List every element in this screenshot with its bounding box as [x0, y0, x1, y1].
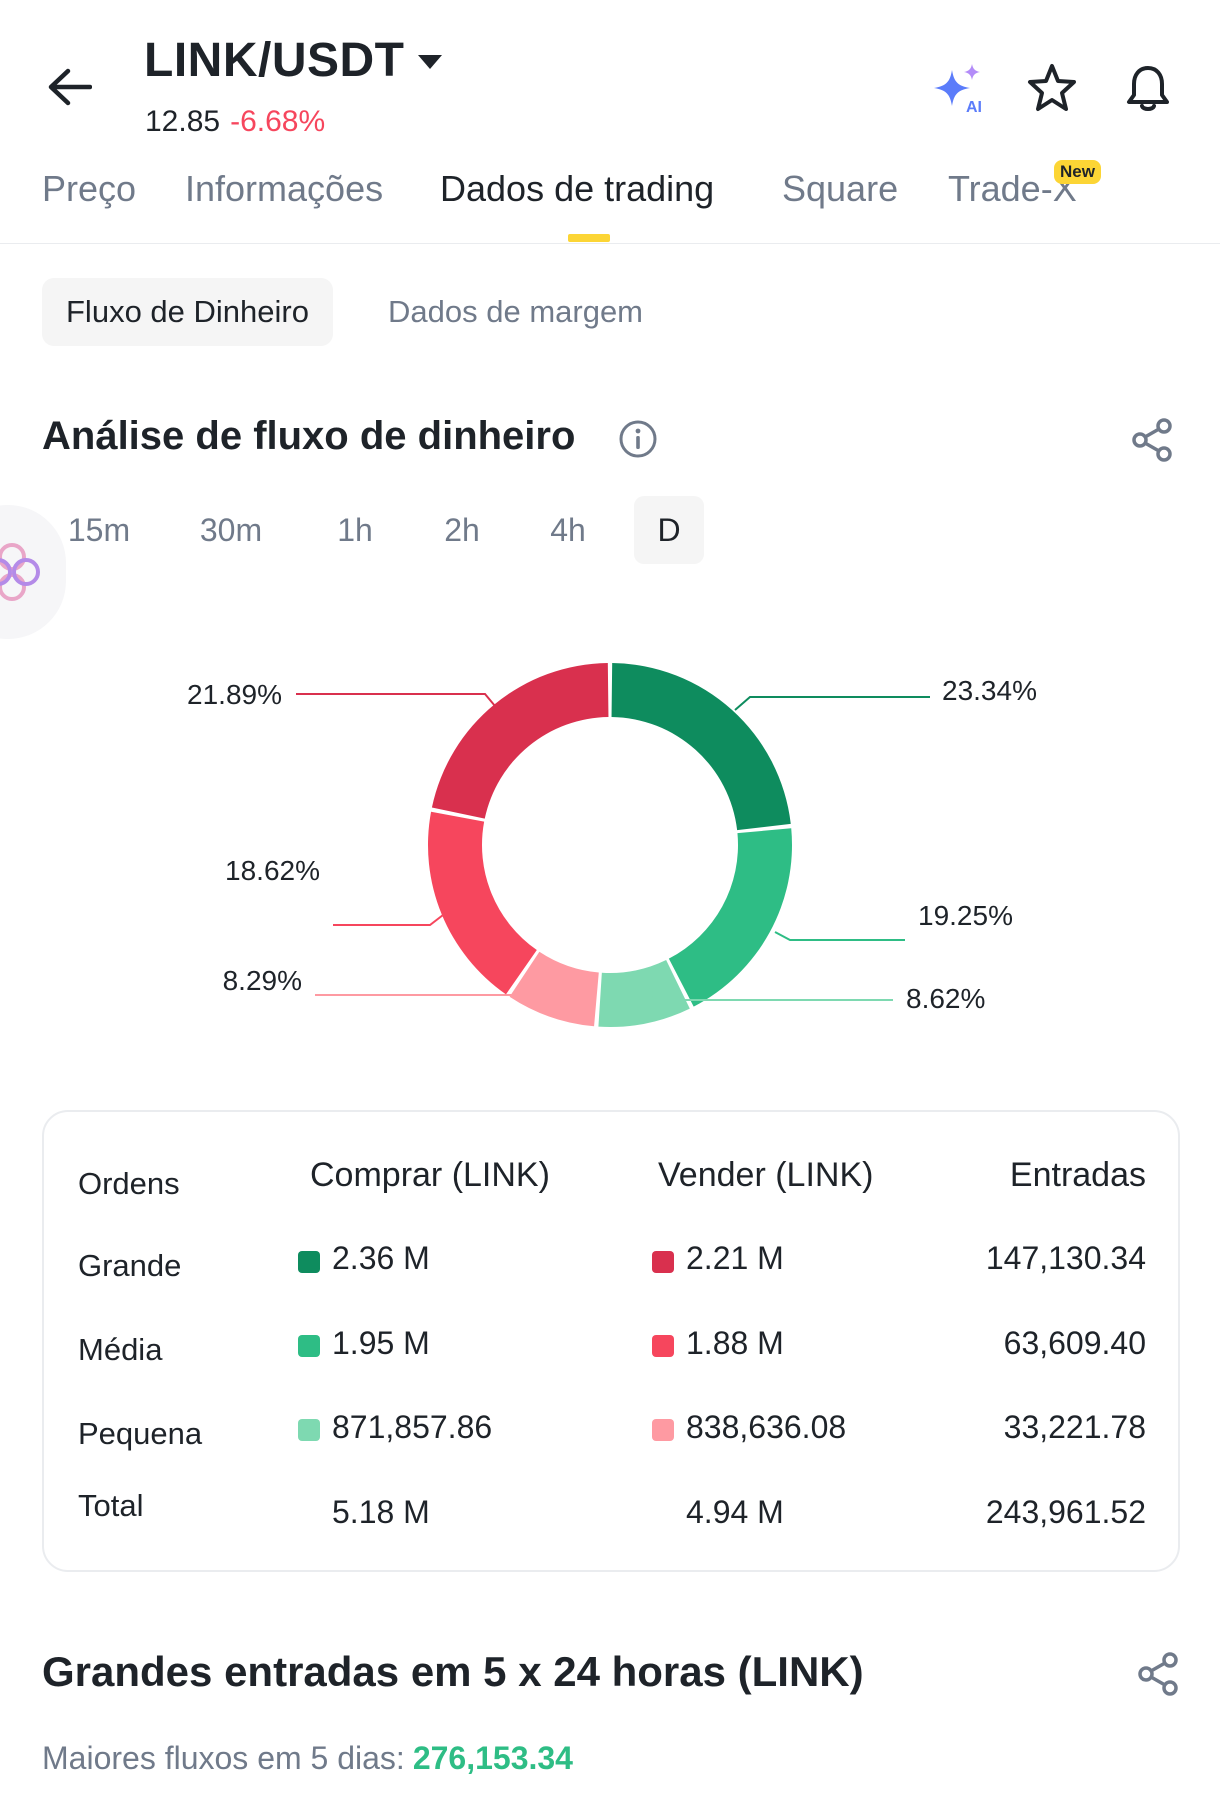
- five-day-summary: Maiores fluxos em 5 dias: 276,153.34: [42, 1740, 573, 1777]
- tab-informacoes[interactable]: Informações: [185, 168, 384, 209]
- price-change: -6.68%: [230, 105, 326, 138]
- donut-slice-6: [431, 663, 609, 819]
- donut-label-5: 18.62%: [225, 855, 320, 886]
- interval-1h[interactable]: 1h: [337, 512, 373, 548]
- floating-assistant-button[interactable]: [0, 505, 66, 639]
- legend-swatch-small-buy: [298, 1419, 320, 1441]
- header-orders: Ordens: [78, 1166, 180, 1201]
- bell-icon: [1127, 66, 1169, 111]
- donut-leader-line-1: [734, 696, 930, 711]
- donut-leader-line-3: [649, 987, 893, 1001]
- medium-buy-value: 1.95 M: [332, 1325, 430, 1361]
- five-day-summary-value: 276,153.34: [412, 1740, 573, 1776]
- large-inflow-value: 147,130.34: [985, 1240, 1146, 1276]
- row-label-grande: Grande: [78, 1248, 182, 1283]
- favorite-button[interactable]: [1024, 60, 1080, 116]
- interval-30m[interactable]: 30m: [199, 512, 263, 548]
- donut-svg: 23.34% 19.25% 8.62% 8.29% 18.62% 21.89%: [187, 663, 1037, 1027]
- small-buy-value: 871,857.86: [332, 1409, 493, 1445]
- row-label-pequena: Pequena: [78, 1416, 203, 1451]
- ai-sparkle-icon: AI: [934, 64, 982, 116]
- donut-label-3: 8.62%: [906, 983, 985, 1014]
- medium-inflow-value: 63,609.40: [1003, 1325, 1146, 1361]
- header-buy: Comprar (LINK): [310, 1156, 550, 1194]
- donut-slice-4: [509, 951, 599, 1027]
- medium-sell-value: 1.88 M: [686, 1325, 784, 1361]
- caret-down-icon[interactable]: [415, 47, 445, 77]
- donut-label-4: 8.29%: [223, 965, 302, 996]
- price-line: 12.85 -6.68%: [145, 105, 325, 139]
- donut-label-1: 23.34%: [942, 675, 1037, 706]
- new-badge: New: [1054, 160, 1101, 184]
- donut-label-2: 19.25%: [918, 900, 1013, 931]
- legend-swatch-medium-buy: [298, 1335, 320, 1357]
- large-sell-value: 2.21 M: [686, 1240, 784, 1276]
- large-buy-value: 2.36 M: [332, 1240, 430, 1276]
- donut-leader-line-2: [774, 931, 905, 941]
- flower-icon: [0, 543, 40, 601]
- money-flow-table: Ordens Comprar (LINK) Vender (LINK) Entr…: [42, 1110, 1180, 1572]
- active-tab-indicator: [568, 234, 610, 242]
- five-day-summary-label: Maiores fluxos em 5 dias:: [42, 1740, 405, 1776]
- small-inflow-value: 33,221.78: [1003, 1409, 1146, 1445]
- tab-dados-de-trading[interactable]: Dados de trading: [440, 168, 715, 209]
- share-icon-large-inflows[interactable]: [1134, 1650, 1182, 1698]
- donut-leader-line-4: [315, 979, 553, 996]
- header: LINK/USDT 12.85 -6.68% AI: [0, 0, 1220, 150]
- section-title: Análise de fluxo de dinheiro: [42, 414, 576, 458]
- legend-swatch-medium-sell: [652, 1335, 674, 1357]
- large-inflows-title: Grandes entradas em 5 x 24 horas (LINK): [42, 1648, 864, 1695]
- donut-slice-3: [598, 960, 690, 1027]
- donut-slice-1: [611, 663, 791, 831]
- donut-slice-5: [427, 811, 537, 995]
- info-icon[interactable]: [618, 419, 658, 459]
- legend-swatch-large-sell: [652, 1251, 674, 1273]
- back-button[interactable]: [40, 58, 98, 116]
- last-price: 12.85: [145, 105, 221, 138]
- tab-square[interactable]: Square: [782, 168, 899, 209]
- total-inflow-value: 243,961.52: [985, 1494, 1146, 1530]
- money-flow-donut-chart: 23.34% 19.25% 8.62% 8.29% 18.62% 21.89%: [0, 640, 1220, 1080]
- header-inflow: Entradas: [1009, 1156, 1146, 1194]
- row-label-total: Total: [78, 1488, 144, 1523]
- legend-swatch-large-buy: [298, 1251, 320, 1273]
- total-buy-value: 5.18 M: [332, 1494, 430, 1530]
- ai-button[interactable]: AI: [930, 60, 986, 116]
- interval-4h[interactable]: 4h: [550, 512, 586, 548]
- tab-preco[interactable]: Preço: [42, 168, 137, 209]
- header-sell: Vender (LINK): [658, 1156, 874, 1194]
- share-icon[interactable]: [1128, 416, 1176, 464]
- ai-badge-text: AI: [966, 99, 982, 116]
- donut-leader-line-5: [333, 914, 444, 926]
- interval-2h[interactable]: 2h: [444, 512, 480, 548]
- donut-leader-line-6: [296, 693, 496, 707]
- interval-d[interactable]: D: [634, 496, 704, 564]
- small-sell-value: 838,636.08: [686, 1409, 847, 1445]
- interval-15m[interactable]: 15m: [67, 512, 131, 548]
- subtab-fluxo-de-dinheiro[interactable]: Fluxo de Dinheiro: [42, 278, 333, 346]
- legend-swatch-small-sell: [652, 1419, 674, 1441]
- subtab-dados-de-margem[interactable]: Dados de margem: [388, 294, 644, 329]
- row-label-media: Média: [78, 1332, 163, 1367]
- pair-title[interactable]: LINK/USDT: [144, 34, 405, 87]
- alert-button[interactable]: [1120, 60, 1176, 116]
- star-icon: [1028, 64, 1076, 111]
- total-sell-value: 4.94 M: [686, 1494, 784, 1530]
- arrow-left-icon: [48, 68, 92, 106]
- donut-label-6: 21.89%: [187, 679, 282, 710]
- main-tabs: Preço Informações Dados de trading Squar…: [0, 160, 1220, 244]
- donut-slice-2: [668, 828, 792, 1007]
